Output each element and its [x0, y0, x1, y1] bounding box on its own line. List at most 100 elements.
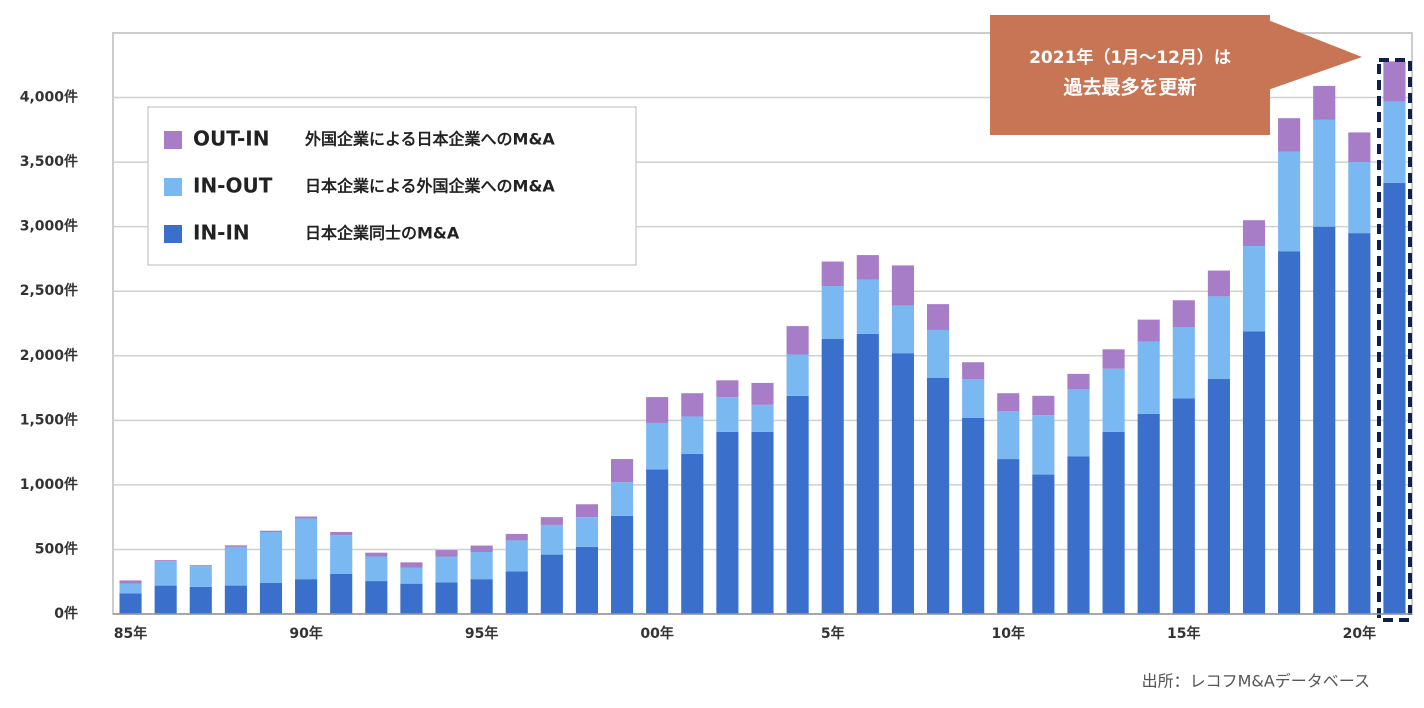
bar-segment: [716, 397, 739, 432]
bar-segment: [259, 532, 283, 584]
legend-swatch: [164, 131, 182, 149]
bar-segment: [470, 552, 493, 580]
y-tick-label: 2,000件: [20, 347, 78, 364]
bar-segment: [997, 411, 1020, 460]
bar-segment: [646, 422, 669, 470]
bar-segment: [400, 562, 423, 568]
source: 出所：レコフM&Aデータベース: [1142, 672, 1370, 691]
bar-segment: [611, 459, 634, 483]
bar-segment: [821, 286, 844, 339]
bar-segment: [540, 517, 563, 525]
bar-segment: [891, 353, 914, 614]
bar-segment: [1278, 118, 1301, 152]
bar-segment: [435, 582, 458, 614]
bar-segment: [1313, 119, 1336, 227]
bar-segment: [962, 379, 985, 418]
bar-segment: [154, 561, 177, 586]
callout-pointer: [1268, 20, 1362, 90]
x-tick-label: 85年: [114, 625, 147, 642]
bar-segment: [575, 504, 599, 518]
bar-segment: [1102, 431, 1125, 614]
highlight-box: [1377, 58, 1412, 622]
bar-segment: [1242, 331, 1266, 614]
bar-segment: [962, 417, 985, 614]
legend-box: [147, 106, 637, 266]
bar-segment: [1172, 398, 1195, 614]
bar-segment: [997, 459, 1020, 614]
bar-segment: [1032, 395, 1055, 416]
bar-segment: [786, 354, 809, 396]
bar-segment: [1383, 101, 1406, 183]
bar-segment: [435, 550, 458, 557]
bar-segment: [365, 581, 388, 614]
bar-segment: [119, 580, 142, 584]
bar-segment: [646, 469, 669, 614]
bar-segment: [997, 393, 1020, 412]
bar-segment: [1313, 85, 1336, 120]
bar-segment: [611, 482, 634, 516]
bar-segment: [540, 554, 563, 614]
bar-segment: [751, 382, 774, 405]
bar-segment: [1207, 379, 1230, 614]
bar-segment: [891, 265, 914, 306]
bar-segment: [505, 571, 528, 614]
bar-segment: [400, 583, 423, 614]
bar-segment: [1137, 413, 1160, 614]
x-tick-label: 90年: [289, 625, 322, 642]
y-tick-label: 500件: [35, 540, 78, 557]
x-tick-label: 10年: [992, 625, 1025, 642]
bar-segment: [189, 566, 212, 587]
bar-segment: [821, 338, 844, 614]
bar-segment: [926, 304, 950, 330]
callout-box: [990, 15, 1270, 135]
bar-segment: [681, 393, 704, 417]
bar-segment: [1348, 162, 1371, 234]
bar-segment: [154, 560, 177, 562]
callout-text: 過去最多を更新: [1063, 76, 1196, 99]
bar-segment: [1348, 132, 1371, 163]
bar-segment: [1278, 151, 1301, 252]
y-tick-label: 2,500件: [20, 282, 78, 299]
bar-segment: [1383, 61, 1406, 102]
bar-segment: [575, 517, 599, 547]
legend-description: 外国企業による日本企業へのM&A: [304, 130, 555, 149]
bar-segment: [856, 333, 879, 614]
y-tick-label: 1,500件: [20, 411, 78, 428]
bar-segment: [189, 565, 212, 567]
bar-segment: [1032, 415, 1055, 475]
bar-segment: [1172, 327, 1195, 399]
bar-segment: [295, 579, 318, 614]
bar-segment: [1242, 246, 1266, 332]
callout-text: 2021年（1月～12月）は: [1029, 47, 1231, 68]
y-tick-label: 4,000件: [20, 89, 78, 106]
x-tick-label: 20年: [1343, 625, 1376, 642]
bar-segment: [751, 431, 774, 614]
bar-segment: [295, 516, 318, 519]
legend-label: OUT-IN: [193, 127, 269, 151]
bar-segment: [330, 573, 353, 614]
bar-segment: [1102, 368, 1125, 432]
bar-segment: [786, 395, 809, 614]
y-tick-label: 0件: [54, 605, 78, 622]
x-tick-label: 00年: [640, 625, 673, 642]
bar-segment: [891, 305, 914, 354]
legend-description: 日本企業同士のM&A: [305, 224, 460, 243]
bar-segment: [365, 556, 388, 582]
x-tick-label: 95年: [465, 625, 498, 642]
bar-segment: [1278, 251, 1301, 614]
bar-segment: [224, 545, 247, 547]
bar-segment: [1137, 319, 1160, 342]
x-tick-label: 5年: [821, 625, 845, 642]
y-tick-label: 1,000件: [20, 476, 78, 493]
bar-segment: [330, 532, 353, 536]
bar-segment: [224, 546, 247, 586]
bar-segment: [1172, 300, 1195, 328]
legend-description: 日本企業による外国企業へのM&A: [305, 177, 555, 196]
bar-segment: [154, 585, 177, 614]
bar-segment: [259, 530, 283, 533]
bar-segment: [716, 431, 739, 614]
bar-segment: [786, 326, 809, 355]
bar-segment: [962, 362, 985, 380]
bar-segment: [646, 397, 669, 423]
